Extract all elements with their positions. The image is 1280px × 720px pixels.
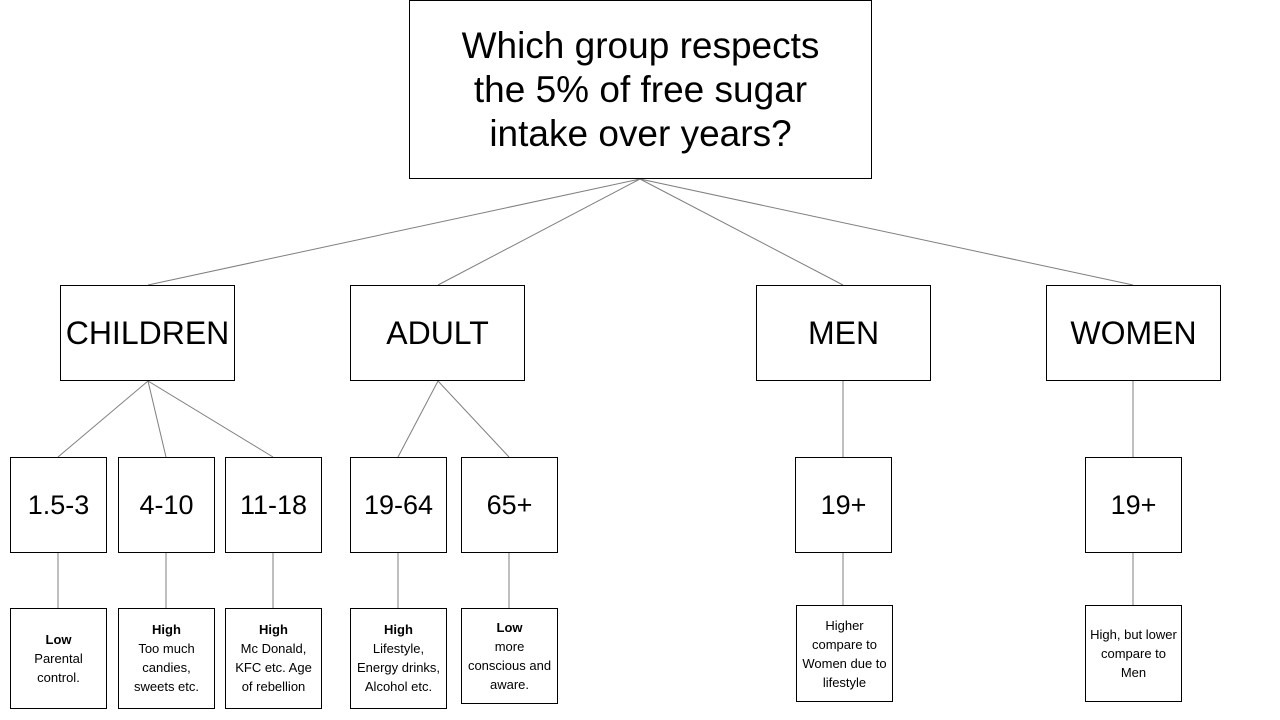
- connector-root-men: [639, 178, 844, 286]
- connector-root-children: [147, 178, 641, 286]
- age-box-women-19plus: 19+: [1085, 457, 1182, 553]
- note-text: Higher compare to Women due to lifestyle: [802, 617, 887, 690]
- note-box-adult-65plus: Low more conscious and aware.: [461, 608, 558, 704]
- note-text: more conscious and aware.: [467, 638, 552, 692]
- note-text: High, but lower compare to Men: [1090, 627, 1177, 680]
- age-label: 19+: [820, 490, 867, 520]
- note-level: Low: [45, 631, 72, 647]
- note-text: Parental control.: [34, 650, 83, 685]
- connector-root-adult: [437, 178, 641, 286]
- age-label: 11-18: [239, 490, 308, 520]
- note-text: Mc Donald, KFC etc. Age of rebellion: [235, 641, 312, 694]
- connector-root-women: [639, 178, 1134, 286]
- age-box-children-1-5-3: 1.5-3: [10, 457, 107, 553]
- group-adult-label: ADULT: [386, 315, 489, 351]
- note-box-children-11-18: High Mc Donald, KFC etc. Age of rebellio…: [225, 608, 322, 709]
- group-men-box: MEN: [756, 285, 931, 381]
- group-adult-box: ADULT: [350, 285, 525, 381]
- note-box-men-19plus: Higher compare to Women due to lifestyle: [796, 605, 893, 702]
- connector-children-4-10: [147, 380, 167, 458]
- age-box-children-4-10: 4-10: [118, 457, 215, 553]
- connector-children-11-18: [147, 380, 274, 458]
- note-box-children-1-5-3: Low Parental control.: [10, 608, 107, 709]
- age-box-adult-65plus: 65+: [461, 457, 558, 553]
- age-label: 65+: [486, 490, 533, 520]
- group-women-box: WOMEN: [1046, 285, 1221, 381]
- group-men-label: MEN: [807, 315, 880, 351]
- group-children-box: CHILDREN: [60, 285, 235, 381]
- note-box-women-19plus: High, but lower compare to Men: [1085, 605, 1182, 702]
- group-women-label: WOMEN: [1070, 315, 1197, 351]
- connector-children-1-5-3: [57, 380, 149, 458]
- root-question-text: Which group respects the 5% of free suga…: [461, 24, 820, 154]
- note-level: Low: [496, 619, 523, 635]
- root-question-box: Which group respects the 5% of free suga…: [409, 0, 872, 179]
- connector-adult-65plus: [437, 380, 510, 458]
- group-children-label: CHILDREN: [65, 315, 230, 351]
- note-box-adult-19-64: High Lifestyle, Energy drinks, Alcohol e…: [350, 608, 447, 709]
- age-label: 19-64: [363, 490, 434, 520]
- age-label: 4-10: [139, 490, 194, 520]
- age-label: 19+: [1110, 490, 1157, 520]
- age-label: 1.5-3: [27, 490, 90, 520]
- note-level: High: [152, 622, 181, 637]
- note-text: Lifestyle, Energy drinks, Alcohol etc.: [356, 641, 441, 694]
- age-box-men-19plus: 19+: [795, 457, 892, 553]
- note-text: Too much candies, sweets etc.: [133, 641, 200, 694]
- age-box-children-11-18: 11-18: [225, 457, 322, 553]
- age-box-adult-19-64: 19-64: [350, 457, 447, 553]
- connector-adult-19-64: [397, 380, 439, 458]
- note-box-children-4-10: High Too much candies, sweets etc.: [118, 608, 215, 709]
- note-level: High: [259, 622, 288, 637]
- note-level: High: [384, 622, 413, 637]
